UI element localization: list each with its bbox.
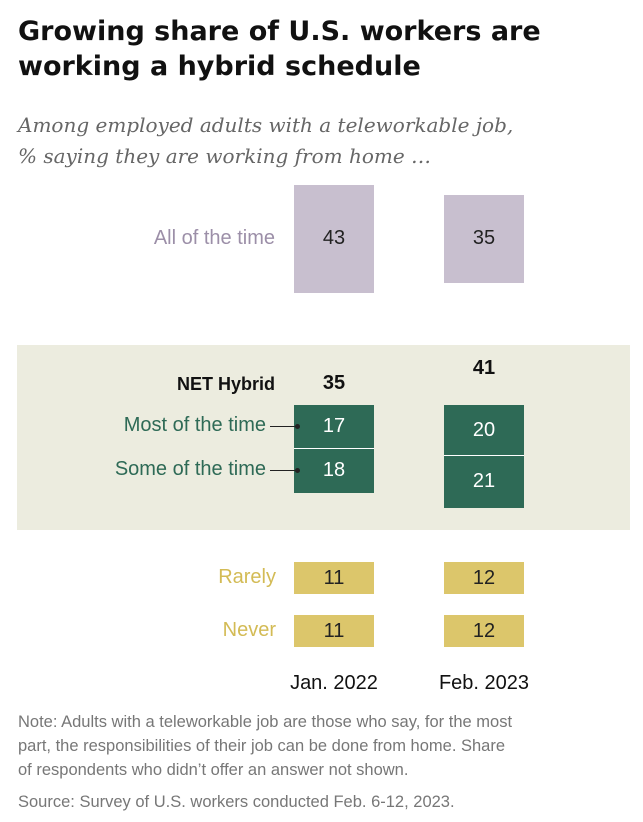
bar-most-of-the-time: 17 <box>294 405 374 448</box>
subtitle-line-1: Among employed adults with a teleworkabl… <box>18 113 514 137</box>
label-some-of-the-time: Some of the time <box>114 458 266 480</box>
bar-all-of-the-time: 35 <box>444 195 524 283</box>
bar-never: 12 <box>444 615 524 647</box>
label-never: Never <box>222 619 276 641</box>
leader-dot-some <box>295 468 300 473</box>
label-net-hybrid: NET Hybrid <box>176 374 275 394</box>
leader-line-most <box>270 426 297 428</box>
bar-never: 11 <box>294 615 374 647</box>
note-line-1: Note: Adults with a teleworkable job are… <box>18 713 513 731</box>
note-line-2: part, the responsibilities of their job … <box>18 737 506 755</box>
bar-some-of-the-time: 21 <box>444 455 524 508</box>
note-line-3: of respondents who didn’t offer an answe… <box>18 761 409 779</box>
leader-line-some <box>270 470 297 471</box>
subtitle-line-2: % saying they are working from home … <box>18 144 432 168</box>
x-axis-label: Jan. 2022 <box>290 672 378 694</box>
net-hybrid-value: 35 <box>322 372 346 394</box>
x-axis-label: Feb. 2023 <box>438 672 530 694</box>
bar-rarely: 11 <box>294 562 374 594</box>
bar-some-of-the-time: 18 <box>294 447 374 493</box>
chart-source: Source: Survey of U.S. workers conducted… <box>18 793 455 811</box>
leader-dot-most <box>295 424 300 430</box>
label-all-of-the-time: All of the time <box>153 226 275 249</box>
chart-note: Note: Adults with a teleworkable job are… <box>18 710 628 782</box>
bar-all-of-the-time: 43 <box>294 185 374 293</box>
chart-subtitle: Among employed adults with a teleworkabl… <box>18 110 628 172</box>
chart-title: Growing share of U.S. workers are workin… <box>18 16 541 82</box>
label-most-of-the-time: Most of the time <box>123 414 266 437</box>
label-rarely: Rarely <box>218 566 276 588</box>
net-hybrid-value: 41 <box>472 357 496 379</box>
bar-most-of-the-time: 20 <box>444 405 524 455</box>
bar-rarely: 12 <box>444 562 524 594</box>
